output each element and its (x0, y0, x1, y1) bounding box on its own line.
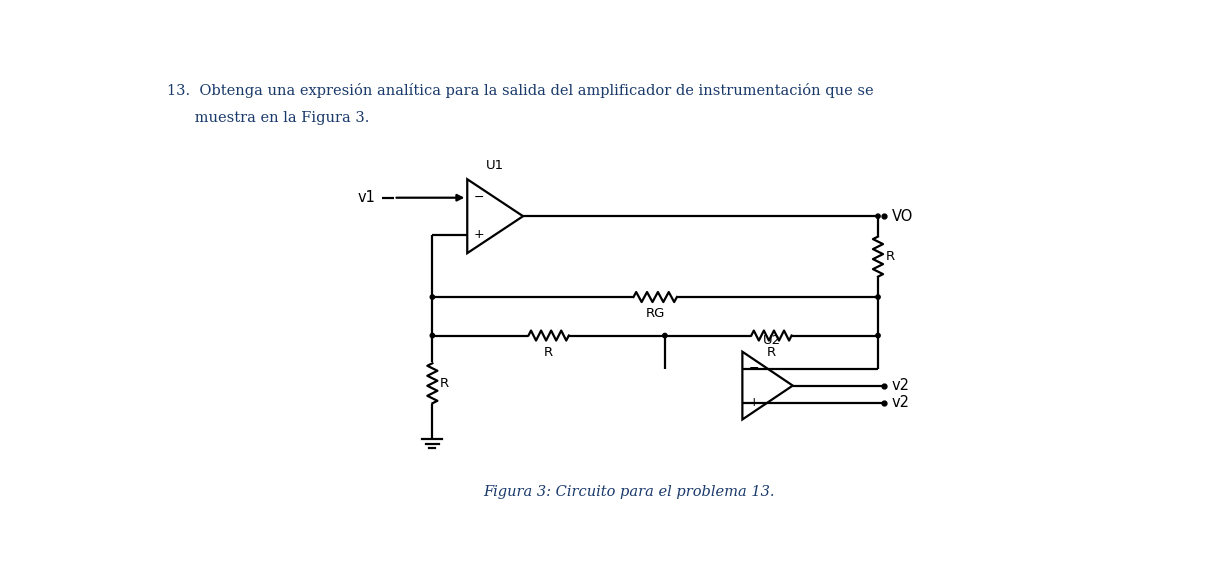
Text: R: R (767, 346, 775, 358)
Text: −: − (474, 191, 483, 204)
Text: +: + (748, 396, 760, 409)
Text: v2: v2 (892, 378, 910, 393)
Text: v1: v1 (358, 190, 375, 205)
Text: U2: U2 (762, 334, 780, 347)
Circle shape (876, 214, 880, 218)
Text: v2: v2 (892, 395, 910, 410)
Text: Figura 3: Circuito para el problema 13.: Figura 3: Circuito para el problema 13. (483, 485, 774, 499)
Text: R: R (544, 346, 553, 358)
Text: −: − (748, 362, 760, 375)
Circle shape (431, 334, 434, 338)
Text: 13.  Obtenga una expresión analítica para la salida del amplificador de instrume: 13. Obtenga una expresión analítica para… (167, 83, 874, 98)
Text: R: R (440, 377, 449, 390)
Circle shape (876, 295, 880, 299)
Text: muestra en la Figura 3.: muestra en la Figura 3. (167, 111, 369, 124)
Text: RG: RG (645, 307, 665, 320)
Text: VO: VO (892, 209, 913, 223)
Text: R: R (886, 250, 894, 263)
Text: +: + (474, 228, 485, 241)
Circle shape (876, 334, 880, 338)
Text: U1: U1 (486, 158, 504, 172)
Circle shape (431, 295, 434, 299)
Circle shape (663, 334, 667, 338)
